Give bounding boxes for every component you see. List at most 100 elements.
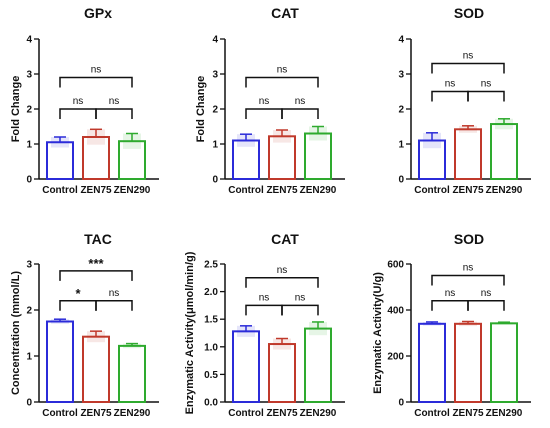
- x-tick-label: ZEN75: [80, 408, 112, 419]
- significance-label: ns: [295, 96, 306, 107]
- y-tick-label: 3: [26, 70, 32, 81]
- y-tick-label: 0.0: [204, 398, 218, 409]
- chart-panel-2: CAT Fold Change 0 1 2 3 4 Control ZEN75 ZEN290 ns n…: [195, 5, 345, 196]
- significance-label: ns: [91, 65, 102, 76]
- y-axis-label: Enzymatic Activity(μmol/min/g): [184, 251, 196, 414]
- significance-label: ns: [445, 79, 456, 90]
- bar-zen290: [304, 327, 332, 404]
- bar-zen75: [268, 135, 296, 181]
- significance-bracket: [245, 76, 319, 88]
- bar-zen75: [454, 322, 482, 403]
- significance-bracket: [431, 300, 469, 311]
- significance-label: ns: [109, 96, 120, 107]
- bar-zen290: [490, 123, 518, 181]
- significance-bracket: [281, 108, 319, 119]
- significance-bracket: [245, 108, 283, 119]
- bar-zen290: [118, 344, 146, 404]
- chart-panel-3: SOD 0 1 2 3 4 Control ZEN75 ZEN290 ns ns ns: [398, 5, 531, 196]
- x-tick-label: Control: [42, 185, 78, 196]
- chart-panel-6: SOD Enzymatic Activity(U/g) 0 200 400 600 Cont…: [372, 231, 531, 419]
- y-tick-label: 600: [387, 260, 404, 271]
- significance-bracket: [281, 304, 319, 316]
- x-tick-label: ZEN75: [452, 185, 484, 196]
- significance-bracket: [59, 300, 97, 311]
- x-tick-label: Control: [414, 408, 450, 419]
- y-tick-label: 4: [26, 35, 32, 46]
- y-tick-label: 2: [26, 105, 32, 116]
- significance-label: ns: [277, 65, 288, 76]
- y-tick-label: 3: [212, 70, 218, 81]
- x-tick-label: Control: [42, 408, 78, 419]
- significance-bracket: [59, 76, 133, 88]
- significance-label: ns: [259, 292, 270, 303]
- x-tick-label: ZEN75: [452, 408, 484, 419]
- significance-bracket: [95, 108, 133, 119]
- y-axis-label: Concentration (mmol/L): [10, 271, 22, 395]
- x-tick-label: ZEN290: [486, 185, 523, 196]
- significance-bracket: [431, 274, 505, 286]
- x-tick-label: Control: [414, 185, 450, 196]
- significance-bracket: [245, 304, 283, 316]
- significance-label: ns: [445, 288, 456, 299]
- y-tick-label: 2: [26, 306, 32, 317]
- x-tick-label: Control: [228, 185, 264, 196]
- bar-control: [418, 322, 446, 403]
- significance-label: ns: [463, 51, 474, 62]
- y-axis-label: Fold Change: [10, 76, 22, 143]
- bar-zen75: [268, 343, 296, 404]
- x-tick-label: ZEN290: [300, 408, 337, 419]
- x-tick-label: ZEN75: [80, 185, 112, 196]
- y-tick-label: 1.5: [204, 315, 218, 326]
- chart-title: GPx: [84, 5, 112, 21]
- chart-title: CAT: [271, 5, 299, 21]
- x-tick-label: ZEN290: [114, 408, 151, 419]
- significance-label: ns: [277, 265, 288, 276]
- y-tick-label: 4: [212, 35, 218, 46]
- significance-label: *: [75, 286, 81, 301]
- significance-bracket: [467, 300, 505, 311]
- chart-title: CAT: [271, 231, 299, 247]
- y-tick-label: 4: [398, 35, 404, 46]
- y-tick-label: 0: [26, 398, 32, 409]
- bar-zen75: [454, 128, 482, 181]
- x-tick-label: Control: [228, 408, 264, 419]
- bar-zen290: [490, 322, 518, 403]
- bar-control: [46, 320, 74, 403]
- significance-label: ns: [259, 96, 270, 107]
- y-tick-label: 0: [398, 398, 404, 409]
- y-tick-label: 2.5: [204, 260, 218, 271]
- significance-bracket: [245, 277, 319, 288]
- x-tick-label: ZEN290: [486, 408, 523, 419]
- y-tick-label: 0: [212, 175, 218, 186]
- chart-panel-1: GPx Fold Change 0 1 2 3 4 Control ZEN75 ZEN290 ns n…: [10, 5, 159, 196]
- y-tick-label: 1: [26, 352, 32, 363]
- significance-bracket: [431, 62, 505, 74]
- significance-label: ns: [481, 79, 492, 90]
- x-tick-label: ZEN290: [300, 185, 337, 196]
- y-tick-label: 1: [212, 140, 218, 151]
- chart-title: TAC: [84, 231, 112, 247]
- significance-bracket: [467, 90, 505, 102]
- y-axis-label: Enzymatic Activity(U/g): [372, 272, 384, 394]
- y-tick-label: 0: [26, 175, 32, 186]
- chart-panel-4: TAC Concentration (mmol/L) 0 1 2 3 Control ZEN7…: [10, 231, 159, 419]
- y-tick-label: 400: [387, 306, 404, 317]
- significance-bracket: [59, 108, 97, 119]
- x-tick-label: ZEN290: [114, 185, 151, 196]
- bar-control: [46, 141, 74, 180]
- y-tick-label: 3: [398, 70, 404, 81]
- x-tick-label: ZEN75: [266, 408, 298, 419]
- y-tick-label: 200: [387, 352, 404, 363]
- chart-title: SOD: [454, 5, 484, 21]
- bar-control: [232, 330, 260, 403]
- significance-label: ns: [295, 292, 306, 303]
- y-tick-label: 2: [212, 105, 218, 116]
- significance-label: ***: [88, 256, 104, 271]
- significance-label: ns: [481, 288, 492, 299]
- y-tick-label: 1.0: [204, 342, 218, 353]
- significance-bracket: [59, 270, 133, 281]
- significance-bracket: [431, 90, 469, 102]
- y-axis-label: Fold Change: [195, 76, 207, 143]
- significance-label: ns: [463, 263, 474, 274]
